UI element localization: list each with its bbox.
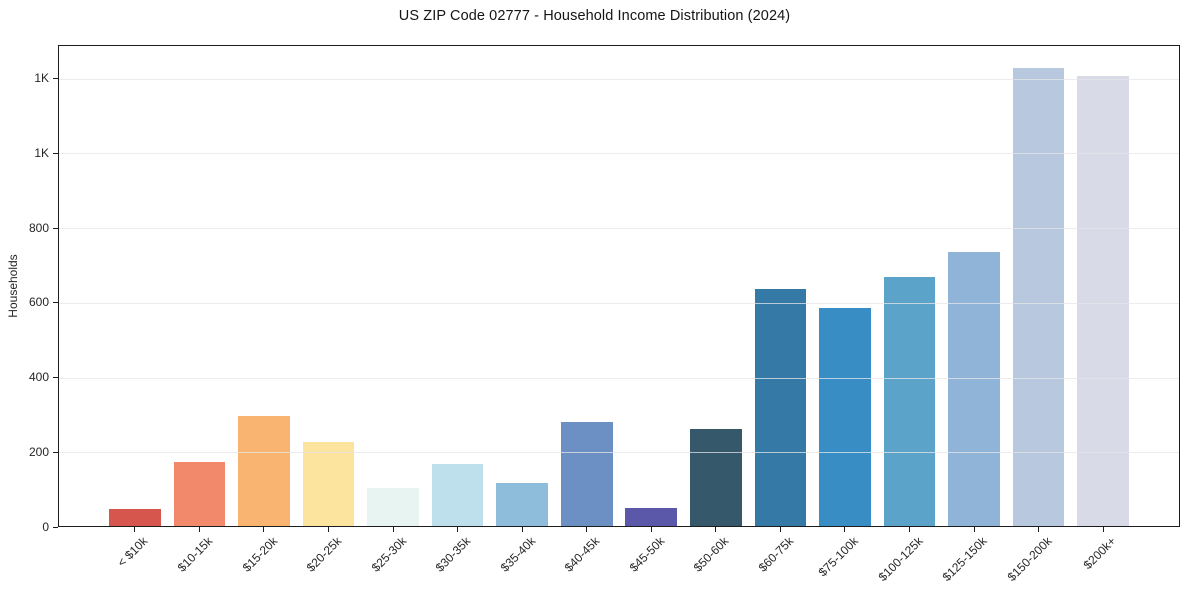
bar-$15-20k [238, 416, 290, 527]
x-tick-label: < $10k [115, 534, 151, 570]
x-tick-label: $75-100k [815, 534, 861, 580]
bar-$35-40k [496, 483, 548, 527]
x-tick-label: $10-15k [174, 534, 216, 575]
y-tick-label: 600 [28, 295, 49, 310]
bar-$50-60k [690, 429, 742, 527]
x-tick-label: $150-200k [1004, 534, 1055, 585]
x-tick-mark [909, 527, 910, 532]
x-tick-label: $15-20k [239, 534, 280, 575]
y-tick-mark [53, 377, 58, 379]
bar-$40-45k [560, 422, 613, 527]
gridline-1000 [58, 153, 1180, 155]
bar-$45-50k [625, 507, 678, 527]
bar-$75-100k [819, 308, 871, 527]
x-tick-label: $200k+ [1081, 534, 1120, 572]
x-tick-mark [650, 527, 652, 532]
bar-$25-30k [367, 488, 419, 527]
bar-$30-35k [431, 464, 484, 527]
y-tick-label: 800 [28, 220, 49, 235]
x-tick-mark [586, 527, 588, 532]
y-tick-mark [53, 302, 58, 304]
x-tick-mark [715, 527, 717, 532]
x-tick-label: $50-60k [691, 534, 732, 575]
x-tick-mark [327, 527, 329, 532]
x-tick-mark [392, 527, 394, 532]
x-tick-label: $60-75k [755, 534, 797, 575]
x-tick-mark [134, 527, 136, 532]
y-tick-mark [53, 451, 58, 453]
x-tick-mark [198, 527, 200, 532]
gridline-800 [58, 228, 1180, 230]
bar-< $10k [109, 509, 161, 527]
x-tick-label: $45-50k [626, 534, 668, 575]
x-tick-mark [263, 527, 265, 532]
y-tick-label: 1K [34, 71, 49, 86]
x-tick-mark [779, 527, 781, 532]
bar-$200k+ [1077, 76, 1129, 527]
y-tick-label: 0 [42, 519, 49, 534]
y-tick-mark [53, 526, 58, 528]
y-tick-mark [53, 227, 58, 229]
plot-frame [58, 45, 1180, 527]
y-tick-mark [53, 78, 58, 80]
x-tick-label: $100-125k [875, 534, 926, 585]
y-tick-label: 400 [28, 370, 49, 385]
x-tick-mark [1102, 527, 1104, 532]
bar-$60-75k [754, 289, 807, 527]
gridline-200 [58, 452, 1180, 454]
chart-title: US ZIP Code 02777 - Household Income Dis… [398, 8, 791, 24]
bar-$20-25k [302, 441, 355, 527]
gridline-1200 [58, 78, 1180, 80]
x-tick-label: $30-35k [432, 534, 474, 575]
y-tick-label: 200 [28, 444, 49, 459]
x-tick-mark [521, 527, 523, 532]
gridline-400 [58, 377, 1180, 379]
x-tick-label: $35-40k [497, 534, 539, 575]
x-tick-mark [844, 527, 846, 532]
gridline-600 [58, 302, 1180, 304]
bar-$10-15k [173, 461, 226, 527]
x-tick-label: $20-25k [303, 534, 345, 575]
x-tick-mark [457, 527, 459, 532]
bar-$150-200k [1012, 68, 1065, 527]
bar-$100-125k [883, 277, 936, 527]
bar-$125-150k [948, 252, 1000, 527]
x-tick-label: $40-45k [562, 534, 603, 575]
y-tick-label: 1K [34, 145, 49, 160]
x-tick-label: $25-30k [368, 534, 409, 575]
x-tick-mark [1038, 527, 1040, 532]
y-tick-mark [53, 152, 58, 154]
x-tick-mark [973, 527, 975, 532]
x-tick-label: $125-150k [939, 534, 990, 585]
